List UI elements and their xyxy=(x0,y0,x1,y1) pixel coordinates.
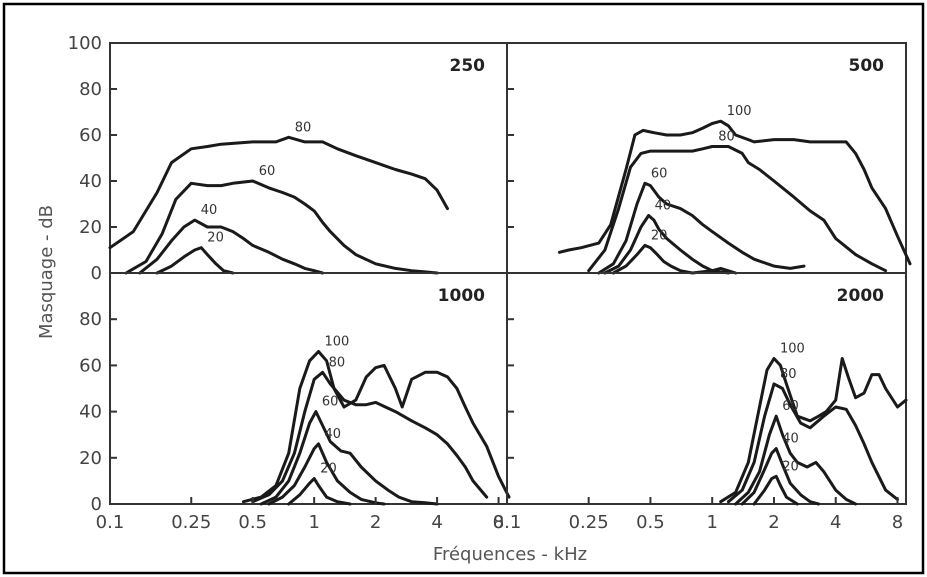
curve-label-60: 60 xyxy=(782,399,799,414)
curve-label-80: 80 xyxy=(295,120,312,135)
y-tick-label: 40 xyxy=(79,171,102,192)
y-tick-label: 40 xyxy=(79,402,102,423)
curve-label-60: 60 xyxy=(259,164,276,179)
x-tick-label: 1 xyxy=(706,512,717,533)
curve-60 xyxy=(597,181,806,275)
curve-label-80: 80 xyxy=(329,355,346,370)
x-tick-label: 2 xyxy=(370,512,381,533)
curve-20 xyxy=(155,246,235,275)
x-tick-label: 2 xyxy=(768,512,779,533)
x-tick-label: 4 xyxy=(431,512,442,533)
curve-label-20: 20 xyxy=(207,231,224,246)
panel-title: 2000 xyxy=(837,286,884,306)
x-tick-label: 0.5 xyxy=(238,512,267,533)
curve-label-20: 20 xyxy=(651,228,668,243)
curve-label-60: 60 xyxy=(651,166,668,181)
curve-label-100: 100 xyxy=(325,335,350,350)
y-tick-label: 60 xyxy=(79,125,102,146)
curve-label-40: 40 xyxy=(655,199,672,214)
curve-label-100: 100 xyxy=(780,342,805,357)
curve-label-40: 40 xyxy=(325,427,342,442)
y-tick-label: 0 xyxy=(91,263,102,284)
y-tick-label: 80 xyxy=(79,79,102,100)
panel-title: 250 xyxy=(450,56,486,76)
y-tick-label: 80 xyxy=(79,309,102,330)
curve-60 xyxy=(259,410,439,506)
panel-border xyxy=(109,272,508,505)
panel-500: 500 100 80 60 40 20 xyxy=(506,42,912,275)
panel-border xyxy=(506,272,907,505)
panel-border xyxy=(506,42,907,274)
curve-20 xyxy=(287,477,352,506)
curve-60 xyxy=(124,179,439,275)
curve-60 xyxy=(734,414,858,506)
x-axis-title: Fréquences - kHz xyxy=(433,544,587,565)
panel-title: 1000 xyxy=(438,286,485,306)
x-tick-label: 8 xyxy=(892,512,903,533)
y-tick-label: 20 xyxy=(79,217,102,238)
panel-border xyxy=(109,42,508,274)
curve-label-40: 40 xyxy=(201,203,218,218)
x-tick-label: 4 xyxy=(830,512,841,533)
panel-2000: 2000 100 80 60 40 20 0.1 0.25 0.5 1 2 4 8 xyxy=(493,272,908,533)
curve-label-20: 20 xyxy=(782,459,799,474)
curve-label-40: 40 xyxy=(782,432,799,447)
y-tick-label: 60 xyxy=(79,355,102,376)
curve-label-80: 80 xyxy=(780,367,797,382)
y-tick-label: 0 xyxy=(91,494,102,515)
curve-80 xyxy=(587,145,888,273)
x-tick-label: 0.1 xyxy=(96,512,125,533)
x-tick-label: 8 xyxy=(493,512,504,533)
curve-20 xyxy=(752,474,799,506)
curve-label-100: 100 xyxy=(727,104,752,119)
curve-label-20: 20 xyxy=(320,462,337,477)
panel-title: 500 xyxy=(849,56,885,76)
curve-label-60: 60 xyxy=(322,395,339,410)
x-tick-label: 0.5 xyxy=(636,512,665,533)
curve-80 xyxy=(251,370,489,504)
x-tick-label: 0.1 xyxy=(493,512,522,533)
curve-100 xyxy=(557,119,912,266)
curve-100 xyxy=(241,350,511,504)
panel-250: 250 80 60 40 20 0 20 40 60 80 100 xyxy=(68,33,508,284)
curve-40 xyxy=(740,447,821,506)
curve-80 xyxy=(726,382,899,504)
y-tick-label: 100 xyxy=(68,33,102,54)
curve-40 xyxy=(138,218,325,275)
curve-80 xyxy=(108,135,449,250)
x-tick-label: 0.25 xyxy=(569,512,609,533)
curve-40 xyxy=(267,442,386,506)
y-axis-title: Masquage - dB xyxy=(36,205,57,339)
y-tick-label: 20 xyxy=(79,448,102,469)
x-tick-label: 1 xyxy=(308,512,319,533)
curve-label-80: 80 xyxy=(718,130,735,145)
x-tick-label: 0.25 xyxy=(171,512,211,533)
curve-100 xyxy=(719,357,908,504)
